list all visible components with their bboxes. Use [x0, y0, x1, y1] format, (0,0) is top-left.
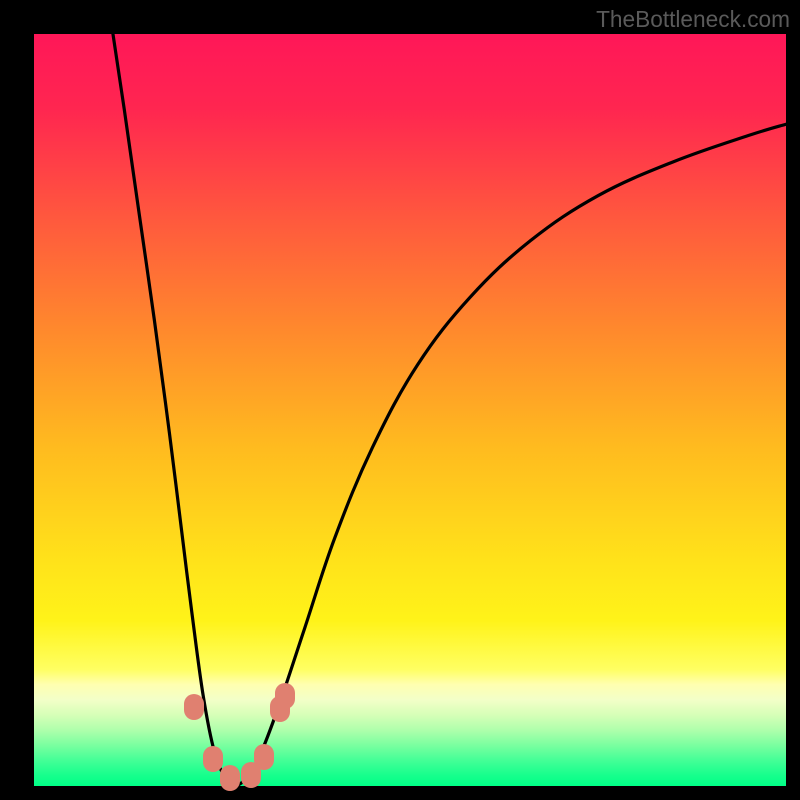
data-marker: [184, 694, 204, 720]
data-marker: [220, 765, 240, 791]
data-marker: [254, 744, 274, 770]
data-marker: [203, 746, 223, 772]
watermark-text: TheBottleneck.com: [596, 6, 790, 33]
plot-area: [34, 34, 786, 786]
data-marker: [275, 683, 295, 709]
markers-layer: [34, 34, 786, 786]
chart-stage: TheBottleneck.com: [0, 0, 800, 800]
